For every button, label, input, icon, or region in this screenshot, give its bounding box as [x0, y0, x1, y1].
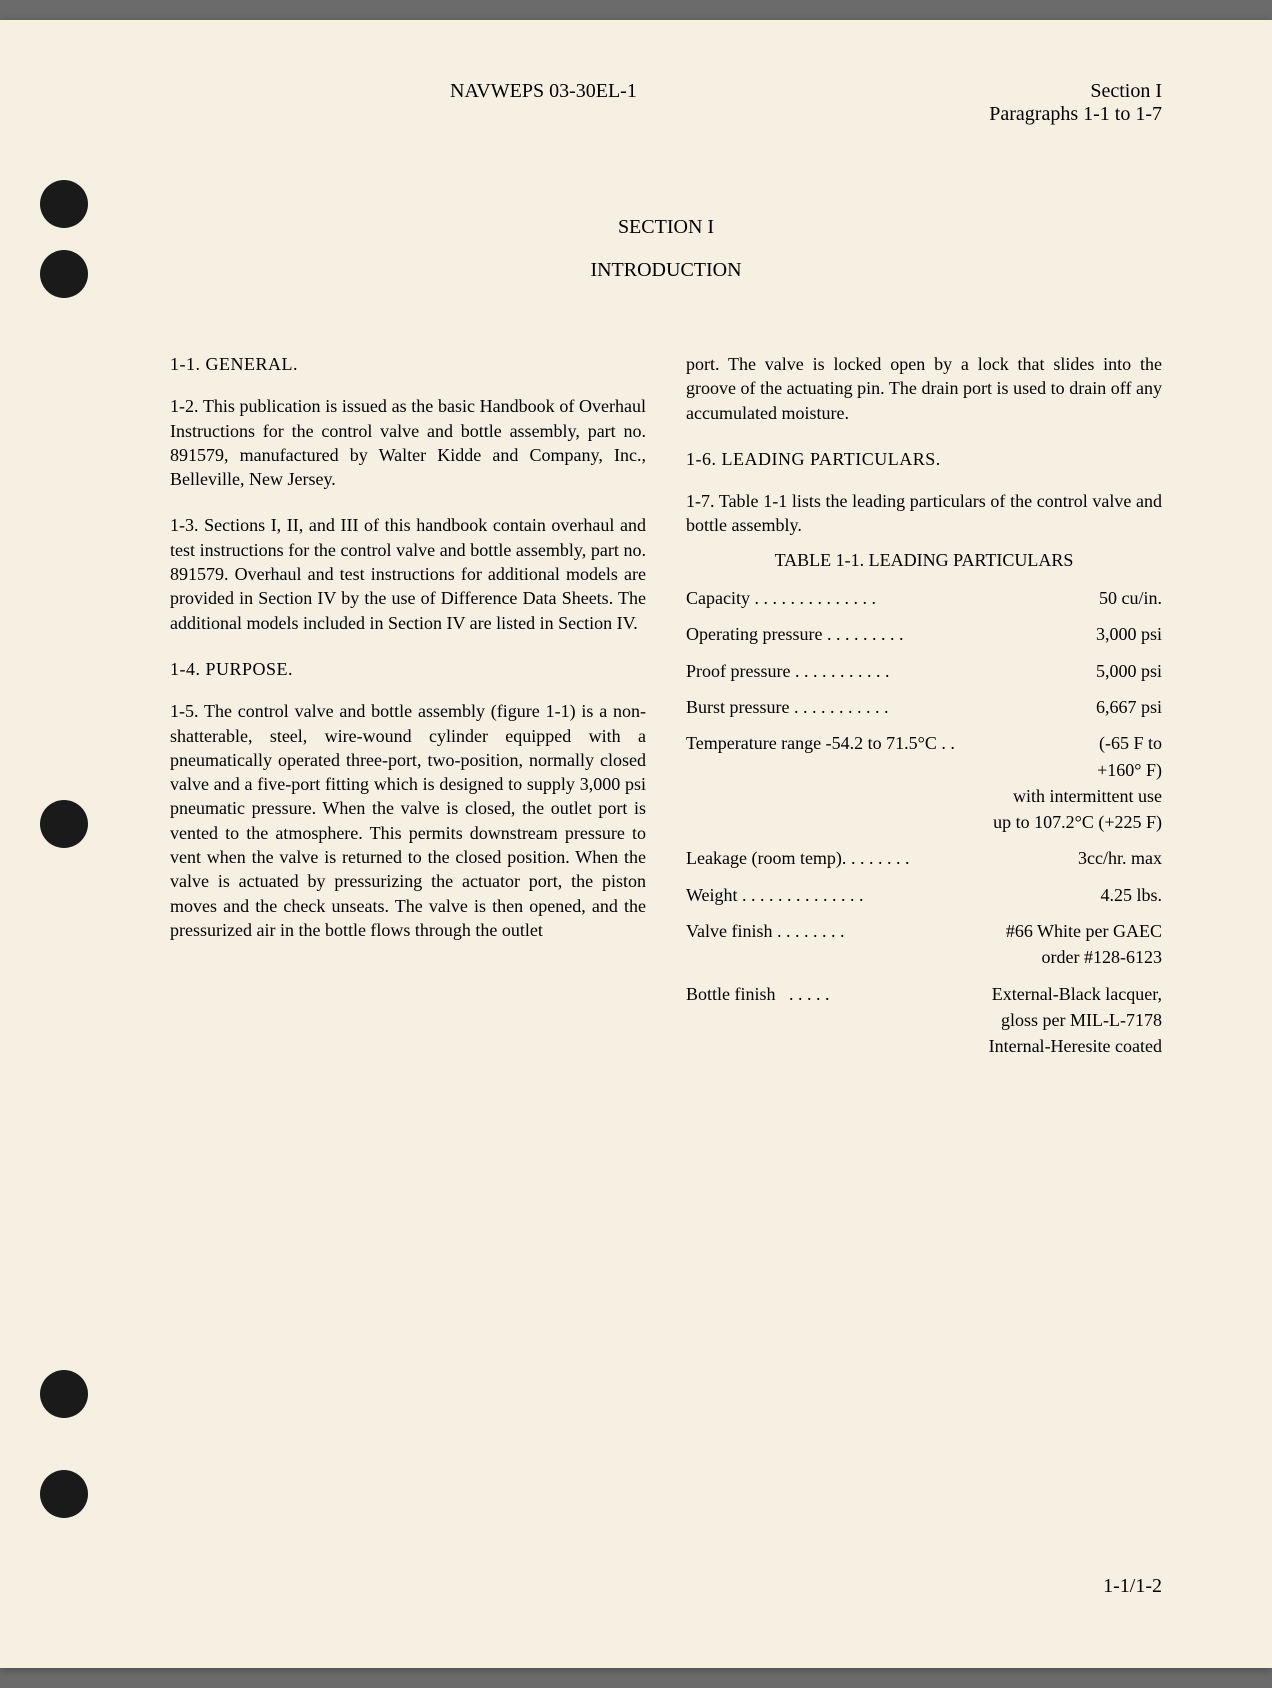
binder-hole	[40, 250, 88, 298]
section-subtitle: INTRODUCTION	[170, 259, 1162, 282]
table-sub-temp-1: +160° F)	[686, 758, 1162, 782]
leading-particulars-table: Capacity . . . . . . . . . . . . . . 50 …	[686, 586, 1162, 1058]
table-value: 50 cu/in.	[1099, 586, 1162, 610]
table-sub-valve-1: order #128-6123	[686, 945, 1162, 969]
table-value: 5,000 psi	[1096, 659, 1162, 683]
heading-leading-particulars: 1-6. LEADING PARTICULARS.	[686, 447, 1162, 471]
binder-hole	[40, 180, 88, 228]
doc-number: NAVWEPS 03-30EL-1	[450, 80, 637, 126]
table-value: 3,000 psi	[1096, 622, 1162, 646]
table-row-bottle-finish: Bottle finish . . . . . External-Black l…	[686, 982, 1162, 1006]
binder-hole	[40, 1470, 88, 1518]
paragraph-1-3: 1-3. Sections I, II, and III of this han…	[170, 513, 646, 634]
table-value: (-65 F to	[1099, 731, 1162, 755]
table-title: TABLE 1-1. LEADING PARTICULARS	[686, 548, 1162, 572]
table-value: 6,667 psi	[1096, 695, 1162, 719]
right-column: port. The valve is locked open by a lock…	[686, 352, 1162, 1071]
table-value: 3cc/hr. max	[1078, 846, 1162, 870]
page-header: NAVWEPS 03-30EL-1 Section I Paragraphs 1…	[170, 80, 1162, 126]
left-column: 1-1. GENERAL. 1-2. This publication is i…	[170, 352, 646, 1071]
table-row-burst-pressure: Burst pressure . . . . . . . . . . . 6,6…	[686, 695, 1162, 719]
table-label: Burst pressure . . . . . . . . . . .	[686, 695, 888, 719]
table-label: Bottle finish . . . . .	[686, 982, 830, 1006]
table-label: Weight . . . . . . . . . . . . . .	[686, 883, 864, 907]
document-page: NAVWEPS 03-30EL-1 Section I Paragraphs 1…	[0, 20, 1272, 1668]
paragraph-1-5: 1-5. The control valve and bottle assemb…	[170, 699, 646, 942]
heading-general: 1-1. GENERAL.	[170, 352, 646, 376]
table-row-proof-pressure: Proof pressure . . . . . . . . . . . 5,0…	[686, 659, 1162, 683]
paragraph-continuation: port. The valve is locked open by a lock…	[686, 352, 1162, 425]
table-label: Valve finish . . . . . . . .	[686, 919, 844, 943]
table-label: Temperature range -54.2 to 71.5°C . .	[686, 731, 955, 755]
table-sub-bottle-1: gloss per MIL-L-7178	[686, 1008, 1162, 1032]
header-right: Section I Paragraphs 1-1 to 1-7	[989, 80, 1162, 126]
section-label: Section I	[989, 80, 1162, 103]
table-row-operating-pressure: Operating pressure . . . . . . . . . 3,0…	[686, 622, 1162, 646]
table-sub-temp-2: with intermittent use	[686, 784, 1162, 808]
table-sub-bottle-2: Internal-Heresite coated	[686, 1034, 1162, 1058]
table-row-valve-finish: Valve finish . . . . . . . . #66 White p…	[686, 919, 1162, 943]
binder-hole	[40, 1370, 88, 1418]
table-label: Proof pressure . . . . . . . . . . .	[686, 659, 889, 683]
table-label: Capacity . . . . . . . . . . . . . .	[686, 586, 876, 610]
heading-purpose: 1-4. PURPOSE.	[170, 657, 646, 681]
table-row-weight: Weight . . . . . . . . . . . . . . 4.25 …	[686, 883, 1162, 907]
paragraph-1-2: 1-2. This publication is issued as the b…	[170, 394, 646, 491]
section-title: SECTION I	[170, 216, 1162, 239]
table-label: Leakage (room temp). . . . . . . .	[686, 846, 909, 870]
table-value: External-Black lacquer,	[992, 982, 1162, 1006]
page-number: 1-1/1-2	[1103, 1575, 1162, 1598]
table-value: 4.25 lbs.	[1100, 883, 1162, 907]
table-row-temp-range: Temperature range -54.2 to 71.5°C . . (-…	[686, 731, 1162, 755]
paragraph-1-7: 1-7. Table 1-1 lists the leading particu…	[686, 489, 1162, 538]
table-value: #66 White per GAEC	[1006, 919, 1162, 943]
content-columns: 1-1. GENERAL. 1-2. This publication is i…	[170, 352, 1162, 1071]
table-label: Operating pressure . . . . . . . . .	[686, 622, 903, 646]
table-sub-temp-3: up to 107.2°C (+225 F)	[686, 810, 1162, 834]
paragraph-range: Paragraphs 1-1 to 1-7	[989, 103, 1162, 126]
table-row-capacity: Capacity . . . . . . . . . . . . . . 50 …	[686, 586, 1162, 610]
table-row-leakage: Leakage (room temp). . . . . . . . 3cc/h…	[686, 846, 1162, 870]
binder-hole	[40, 800, 88, 848]
